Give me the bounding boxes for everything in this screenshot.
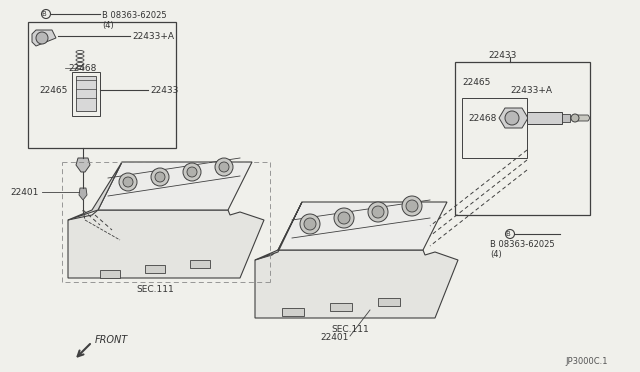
Circle shape	[334, 208, 354, 228]
Text: 22468: 22468	[68, 64, 97, 73]
Circle shape	[402, 196, 422, 216]
Circle shape	[372, 206, 384, 218]
Circle shape	[300, 214, 320, 234]
Circle shape	[406, 200, 418, 212]
Polygon shape	[79, 188, 87, 200]
Text: B: B	[42, 11, 46, 17]
Circle shape	[219, 162, 229, 172]
Circle shape	[123, 177, 133, 187]
Circle shape	[36, 32, 48, 44]
Polygon shape	[499, 108, 528, 128]
Bar	[282, 308, 304, 316]
Text: SEC.111: SEC.111	[331, 326, 369, 334]
Text: 22433: 22433	[150, 86, 179, 94]
Text: B 08363-62025
(4): B 08363-62025 (4)	[490, 240, 555, 259]
Polygon shape	[32, 30, 56, 46]
Bar	[455, 62, 590, 215]
Polygon shape	[255, 250, 458, 318]
Text: SEC.111: SEC.111	[136, 285, 174, 295]
Circle shape	[215, 158, 233, 176]
Text: 22401: 22401	[320, 334, 348, 343]
Circle shape	[368, 202, 388, 222]
Polygon shape	[68, 210, 264, 278]
Polygon shape	[255, 202, 302, 260]
Bar	[562, 114, 570, 122]
Text: 22433: 22433	[488, 51, 516, 60]
Bar	[145, 265, 165, 273]
Bar	[72, 72, 100, 116]
Bar	[527, 112, 562, 124]
Polygon shape	[68, 162, 122, 220]
Text: B 08363-62025
(4): B 08363-62025 (4)	[102, 11, 166, 31]
Bar	[330, 303, 352, 311]
Bar	[76, 76, 96, 111]
Text: 22433+A: 22433+A	[510, 86, 552, 94]
Polygon shape	[98, 162, 252, 210]
Text: 22465: 22465	[462, 77, 490, 87]
Circle shape	[155, 172, 165, 182]
Polygon shape	[576, 115, 590, 121]
Circle shape	[187, 167, 197, 177]
Circle shape	[119, 173, 137, 191]
Circle shape	[151, 168, 169, 186]
Circle shape	[506, 230, 515, 238]
Circle shape	[505, 111, 519, 125]
Text: JP3000C.1: JP3000C.1	[565, 357, 607, 366]
Circle shape	[338, 212, 350, 224]
Bar	[462, 98, 527, 158]
Text: FRONT: FRONT	[95, 335, 128, 345]
Circle shape	[304, 218, 316, 230]
Bar	[100, 270, 120, 278]
Circle shape	[183, 163, 201, 181]
Text: 22468: 22468	[468, 113, 497, 122]
Bar	[190, 260, 210, 268]
Text: 22465: 22465	[40, 86, 68, 94]
Bar	[378, 298, 400, 306]
Circle shape	[571, 114, 579, 122]
Text: 22433+A: 22433+A	[132, 32, 174, 41]
Bar	[28, 22, 176, 148]
Polygon shape	[76, 158, 90, 172]
Polygon shape	[278, 202, 447, 250]
Text: 22401: 22401	[10, 187, 38, 196]
Text: B: B	[506, 231, 510, 237]
Circle shape	[42, 10, 51, 19]
